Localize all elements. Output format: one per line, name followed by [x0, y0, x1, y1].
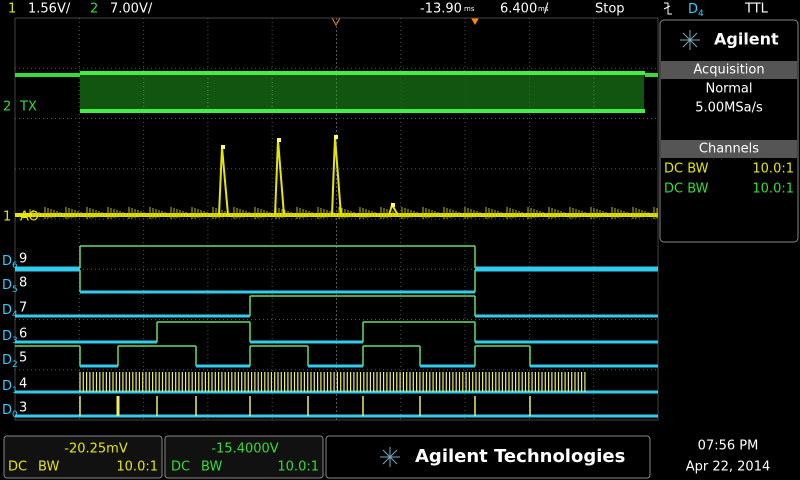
digital-sub: 2 — [12, 360, 18, 370]
ch2-probe-b: 10.0:1 — [277, 460, 319, 475]
timebase-slash: / — [544, 2, 549, 17]
sample-rate: 5.00MSa/s — [695, 101, 763, 116]
ch1-coupling: DC BW — [664, 162, 709, 177]
ch1-box — [3, 435, 163, 479]
digital-name: D4 — [2, 303, 18, 320]
trigger-icon — [663, 2, 672, 15]
clock-time: 07:56 PM — [698, 439, 759, 454]
ch1-bw: BW — [38, 460, 59, 475]
ch1-probe: 10.0:1 — [752, 162, 794, 177]
digital-label: 4 — [19, 377, 27, 392]
bottom-logo — [380, 447, 400, 467]
tx-band-top — [80, 71, 645, 75]
acq-header — [661, 61, 797, 79]
side-panel: Agilent Acquisition Normal 5.00MSa/s Cha… — [659, 19, 799, 243]
digital-sub: 1 — [12, 386, 18, 396]
ch2-label: TX — [19, 100, 37, 115]
digital-label: 5 — [19, 351, 27, 366]
digital-sub: 3 — [12, 336, 18, 346]
digital-burst — [79, 372, 586, 392]
trigger-source: D4 — [688, 2, 704, 19]
ch1-num: 1 — [8, 2, 16, 17]
trigger-level: TTL — [744, 2, 769, 17]
delay: -13.90 — [420, 2, 462, 17]
digital-name: D6 — [2, 254, 18, 271]
digital-name: D5 — [2, 278, 18, 295]
digital-sub: 4 — [12, 310, 18, 320]
digital-label: 6 — [19, 327, 27, 342]
ao-dot — [221, 145, 225, 149]
digital-label: 9 — [19, 252, 27, 267]
waveforms — [15, 71, 658, 418]
digital-letter: D — [2, 303, 12, 318]
ch2-probe: 10.0:1 — [752, 182, 794, 197]
digital-name: D3 — [2, 329, 18, 346]
ch2-scale: 7.00V/ — [110, 2, 153, 17]
channels-header — [661, 140, 797, 158]
digital-name: D0 — [2, 403, 18, 420]
top-bar: 1 1.56V/ 2 7.00V/ -13.90 ms 6.400 ms / S… — [8, 2, 769, 27]
ch2-num: 2 — [90, 2, 98, 17]
channels-title: Channels — [699, 142, 759, 157]
brand-box — [325, 435, 651, 479]
digital-label: 8 — [19, 276, 27, 291]
ch1-dc: DC — [8, 460, 27, 475]
ch2-bw: BW — [201, 460, 222, 475]
digital-name: D2 — [2, 353, 18, 370]
digital-letter: D — [2, 353, 12, 368]
acquisition-title: Acquisition — [693, 63, 764, 78]
ch2-box — [164, 435, 324, 479]
ao-dot — [391, 203, 395, 207]
tx-burst — [80, 72, 644, 112]
ch1-probe-b: 10.0:1 — [116, 460, 158, 475]
digital-label: 7 — [19, 301, 27, 316]
clock-date: Apr 22, 2014 — [686, 460, 771, 475]
ch2-coupling: DC BW — [664, 182, 709, 197]
digital-letter: D — [2, 254, 12, 269]
ao-dot — [334, 135, 338, 139]
digital-label: 3 — [19, 401, 27, 416]
run-state: Stop — [595, 2, 625, 17]
brand: Agilent — [714, 30, 779, 49]
delay-unit: ms — [464, 5, 475, 13]
ch2-marker: 2 — [3, 100, 11, 115]
timebase-unit: ms — [538, 5, 549, 13]
digital-letter: D — [2, 403, 12, 418]
ch1-marker: 1 — [3, 210, 11, 225]
brand-name: Agilent Technologies — [415, 446, 625, 467]
tx-band-bot — [80, 109, 645, 113]
ch1-scale: 1.56V/ — [28, 2, 71, 17]
ch2-dc: DC — [171, 460, 190, 475]
trace-labels: 2 TX 1 AO D6 9D5 8D4 7D3 6D2 5D1 4D0 3 — [2, 100, 39, 420]
digital-letter: D — [2, 329, 12, 344]
ch2-value: -15.4000V — [211, 442, 278, 457]
digital-sub: 6 — [12, 261, 18, 271]
ao-dot — [277, 138, 281, 142]
digital-name: D1 — [2, 379, 18, 396]
timebase: 6.400 — [500, 2, 537, 17]
acq-mode: Normal — [705, 82, 752, 97]
trigger-marker — [471, 18, 479, 25]
agilent-logo — [680, 30, 700, 50]
bottom-bar: -20.25mV DC BW 10.0:1 -15.4000V DC BW 10… — [3, 435, 771, 479]
digital-letter: D — [2, 278, 12, 293]
digital-sub: 5 — [12, 285, 18, 295]
digital-sub: 0 — [12, 410, 18, 420]
ch1-label: AO — [20, 210, 39, 225]
ao-noise — [29, 207, 658, 219]
ch1-value: -20.25mV — [64, 442, 128, 457]
panel-frame — [659, 19, 799, 243]
digital-letter: D — [2, 379, 12, 394]
